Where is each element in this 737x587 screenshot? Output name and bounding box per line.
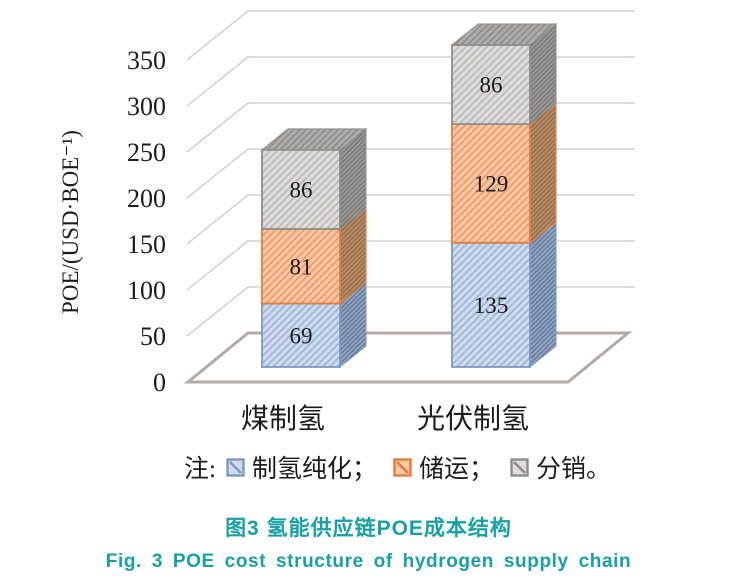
stacked-bar-chart-3d: 0 50 100 150 200 250 300 350 69 81 86 煤制氢 135 129 86 光伏… [58,10,635,435]
bar-segment-front [261,148,341,230]
grid-line [186,240,635,291]
legend-swatch-production-icon [226,457,245,477]
legend-item-label: 制氢纯化； [251,456,377,483]
y-tick-label: 300 [127,92,166,121]
bar-segment-side [529,220,557,369]
y-tick-label: 350 [127,46,166,75]
grid-line [186,56,635,107]
y-tick-label: 250 [127,138,166,167]
y-tick-label: 200 [127,184,166,213]
legend-item-label: 分销。 [535,456,611,483]
y-axis-title: POE/(USD·BOE⁻¹) [58,130,83,314]
grid-line [186,194,635,245]
legend-item-storage: 储运； [393,449,494,485]
legend-prefix: 注: [184,456,216,483]
bar-segment-front [451,44,531,126]
caption-english: Fig. 3 POE cost structure of hydrogen su… [105,551,632,572]
legend-swatch-distribution-icon [510,457,529,477]
legend-swatch-storage-icon [393,457,412,477]
data-label: 129 [474,171,509,196]
grid-line [186,286,635,337]
grid-line [186,148,635,199]
grid-line [186,102,635,153]
legend-item-distribution: 分销。 [510,449,611,485]
category-label: 光伏制氢 [417,403,529,435]
data-label: 135 [474,293,509,318]
caption-chinese: 图3 氢能供应链POE成本结构 [225,517,512,540]
data-label: 86 [480,73,503,98]
data-label: 69 [290,323,313,348]
legend-item-production: 制氢纯化； [226,449,377,485]
chart-legend: 注: 制氢纯化； 储运； 分销。 [184,449,627,485]
grid-line [186,10,635,61]
bar-segment-front [261,228,341,305]
legend-item-label: 储运； [418,456,494,483]
y-tick-label: 100 [127,276,166,305]
bar-segment-front [451,241,531,368]
y-tick-label: 150 [127,230,166,259]
bar-segment-front [451,123,531,244]
bar-segment-front [261,302,341,368]
chart-floor [183,331,633,384]
data-label: 86 [290,177,313,202]
category-label: 煤制氢 [241,403,325,435]
data-label: 81 [290,254,313,279]
bar-segment-side [529,102,557,244]
y-tick-label: 50 [140,322,166,351]
y-tick-label: 0 [153,368,166,397]
